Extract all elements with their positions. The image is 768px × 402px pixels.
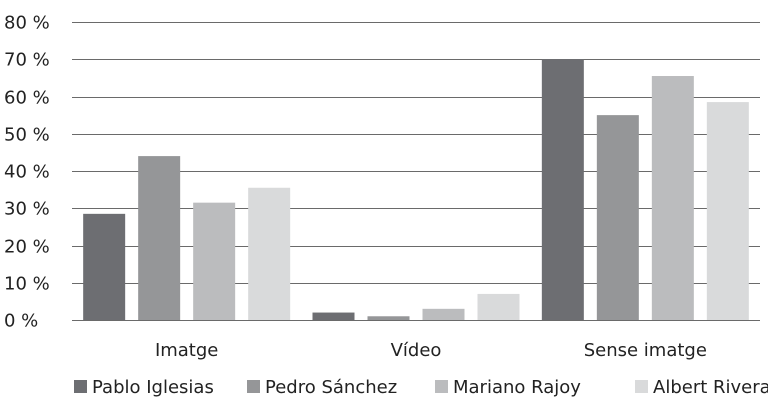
y-tick-label: 80 % xyxy=(4,13,50,34)
bar-2-3 xyxy=(596,115,639,320)
bar-2-2 xyxy=(367,316,410,320)
bar-4-1 xyxy=(248,187,291,320)
bars-layer xyxy=(83,59,749,321)
legend-label: Pedro Sánchez xyxy=(265,377,397,398)
bar-3-3 xyxy=(651,76,694,320)
y-tick-label: 10 % xyxy=(4,274,50,295)
bar-4-3 xyxy=(706,102,749,321)
bar-2-1 xyxy=(138,156,181,320)
legend-label: Mariano Rajoy xyxy=(453,377,581,398)
legend-swatch xyxy=(435,380,448,393)
bar-1-3 xyxy=(541,59,584,320)
axis-labels-layer: 0 % 10 % 20 % 30 % 40 % 50 % 60 % 70 % 80 % Imatg… xyxy=(4,13,707,362)
grid-layer xyxy=(72,22,760,321)
y-tick-label: 40 % xyxy=(4,162,50,183)
legend-swatch xyxy=(247,380,260,393)
bar-1-1 xyxy=(83,213,126,320)
x-category-label: Sense imatge xyxy=(584,340,707,361)
y-tick-label: 70 % xyxy=(4,50,50,71)
x-category-label: Vídeo xyxy=(391,340,442,361)
bar-3-2 xyxy=(422,308,465,320)
legend-swatch xyxy=(74,380,87,393)
y-tick-label: 50 % xyxy=(4,125,50,146)
y-tick-label: 0 % xyxy=(4,311,38,332)
legend-label: Pablo Iglesias xyxy=(92,377,214,398)
legend: Pablo Iglesias Pedro Sánchez Mariano Rajoy… xyxy=(74,377,768,398)
x-category-label: Imatge xyxy=(155,340,218,361)
y-tick-label: 30 % xyxy=(4,199,50,220)
y-tick-label: 20 % xyxy=(4,237,50,258)
y-tick-label: 60 % xyxy=(4,88,50,109)
bar-1-2 xyxy=(312,312,355,320)
legend-label: Albert Rivera xyxy=(653,377,768,398)
bar-3-1 xyxy=(193,202,236,320)
legend-swatch xyxy=(635,380,648,393)
bar-4-2 xyxy=(477,293,520,320)
